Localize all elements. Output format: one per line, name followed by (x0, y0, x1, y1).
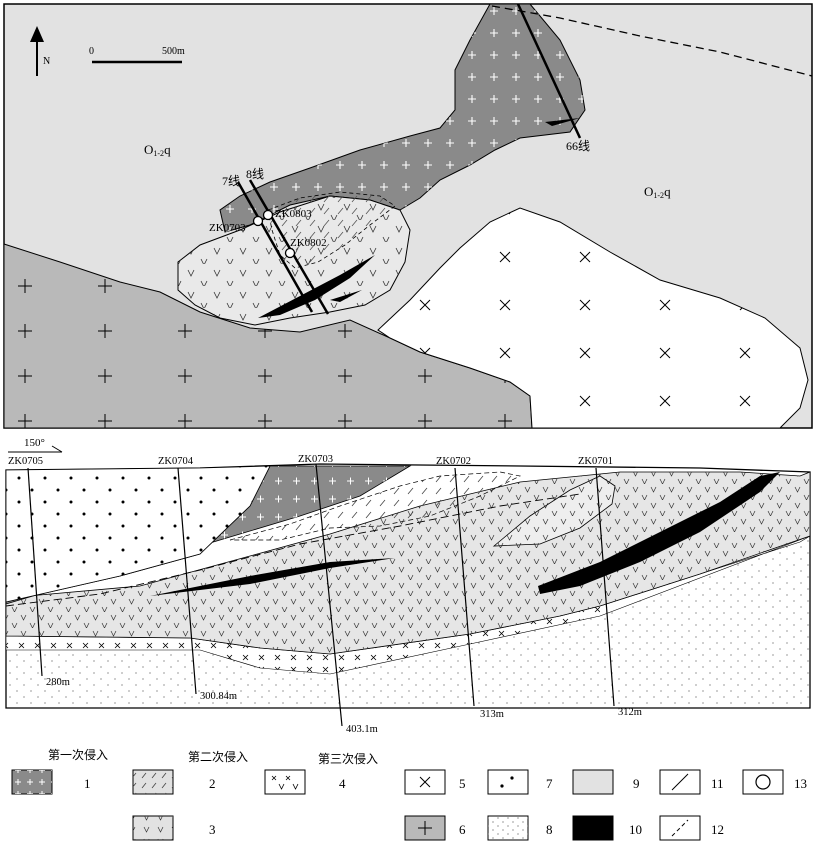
scale-bar: 0 500m (89, 46, 185, 64)
drillhole-zk0704: ZK0704 300.84m (158, 456, 237, 702)
legend-group-second: 第二次侵入 (188, 749, 248, 764)
drillhole-zk0703-label: ZK0703 (298, 454, 333, 465)
legend-item-2: 2 (132, 769, 216, 795)
legend-svg: 第一次侵入 第二次侵入 第三次侵入 1 2 4 5 7 9 11 13 (11, 747, 807, 841)
unit-label-west: O1-2q (144, 142, 171, 158)
drillhole-zk0703-label: ZK0703 (209, 222, 246, 234)
legend-item-6: 6 (404, 815, 466, 841)
fault-dashed-line (491, 5, 813, 77)
svg-text:9: 9 (633, 776, 640, 791)
second-intrusion-dash-section (229, 471, 522, 541)
svg-text:11: 11 (711, 776, 724, 791)
svg-text:1: 1 (84, 776, 91, 791)
legend-item-13: 13 (742, 769, 807, 795)
svg-text:3: 3 (209, 822, 216, 837)
drillhole-zk0703: ZK0703 403.1m (298, 454, 378, 735)
legend-item-12: 12 (659, 815, 724, 841)
legend-item-10: 10 (572, 815, 642, 841)
drillhole-zk0701: ZK0701 312m (578, 456, 642, 718)
drillhole-zk0705-depth: 280m (46, 677, 70, 688)
drillhole-zk0703-marker (252, 215, 264, 227)
drillhole-zk0701-depth: 312m (618, 707, 642, 718)
drillhole-zk0701-label: ZK0701 (578, 456, 613, 467)
scale-length-label: 500m (162, 46, 185, 57)
line-8-label: 8线 (246, 167, 264, 181)
unit-label-east: O1-2q (644, 184, 671, 200)
legend-item-5: 5 (404, 769, 466, 795)
legend-item-11: 11 (659, 769, 724, 795)
orebody-small (330, 290, 362, 302)
svg-text:8: 8 (546, 822, 553, 837)
drillhole-zk0702-depth: 313m (480, 709, 504, 720)
svg-text:6: 6 (459, 822, 466, 837)
cross-section: 150° ZK0705 280m ZK0704 300.84m ZK0703 4… (0, 436, 817, 736)
drillhole-zk0702-label: ZK0702 (436, 456, 471, 467)
legend: 第一次侵入 第二次侵入 第三次侵入 1 2 4 5 7 9 11 13 (0, 740, 817, 851)
north-label: N (43, 56, 50, 67)
line-66-label: 66线 (566, 139, 590, 153)
legend-item-1: 1 (11, 769, 91, 795)
drillhole-zk0802-label: ZK0802 (290, 237, 327, 249)
scale-zero-label: 0 (89, 46, 94, 57)
geologic-plan-map: ZK0803 ZK0703 ZK0802 7线 8线 66线 O1-2q O1-… (3, 3, 813, 429)
svg-text:4: 4 (339, 776, 346, 791)
drillhole-zk0702: ZK0702 313m (436, 456, 504, 720)
exploration-line-8 (248, 179, 330, 315)
drillhole-zk0703-depth: 403.1m (346, 724, 378, 735)
azimuth-label: 150° (24, 437, 45, 449)
drillhole-zk0803-marker (262, 209, 274, 221)
drillhole-zk0803-label: ZK0803 (275, 208, 312, 220)
azimuth-indicator: 150° (8, 437, 63, 453)
fine-dot-strata (6, 536, 810, 708)
exploration-line-66 (516, 3, 582, 139)
drillhole-zk0705: ZK0705 280m (8, 456, 70, 688)
line-7-label: 7线 (222, 174, 240, 188)
legend-group-third: 第三次侵入 (318, 751, 378, 766)
drillhole-zk0704-depth: 300.84m (200, 691, 237, 702)
legend-item-3: 3 (132, 815, 216, 841)
section-orebody-west (150, 558, 395, 596)
legend-item-8: 8 (487, 815, 553, 841)
drillhole-zk0802-marker (284, 247, 296, 259)
plan-map-svg: ZK0803 ZK0703 ZK0802 7线 8线 66线 O1-2q O1-… (3, 3, 813, 429)
svg-text:5: 5 (459, 776, 466, 791)
exploration-line-7 (236, 181, 314, 313)
section-orebody-east (538, 472, 780, 594)
svg-text:10: 10 (629, 822, 642, 837)
drillhole-zk0704-label: ZK0704 (158, 456, 194, 467)
contact-dashed-line (5, 493, 581, 607)
svg-text:7: 7 (546, 776, 553, 791)
cross-section-svg: 150° ZK0705 280m ZK0704 300.84m ZK0703 4… (5, 437, 811, 735)
legend-item-9: 9 (572, 769, 640, 795)
drillhole-zk0705-label: ZK0705 (8, 456, 43, 467)
legend-group-first: 第一次侵入 (48, 747, 108, 762)
svg-text:2: 2 (209, 776, 216, 791)
north-arrow: N (30, 26, 50, 76)
svg-text:13: 13 (794, 776, 807, 791)
legend-item-4: 4 (264, 769, 346, 795)
svg-text:12: 12 (711, 822, 724, 837)
legend-item-7: 7 (487, 769, 553, 795)
second-intrusion-dash-body (267, 191, 396, 269)
